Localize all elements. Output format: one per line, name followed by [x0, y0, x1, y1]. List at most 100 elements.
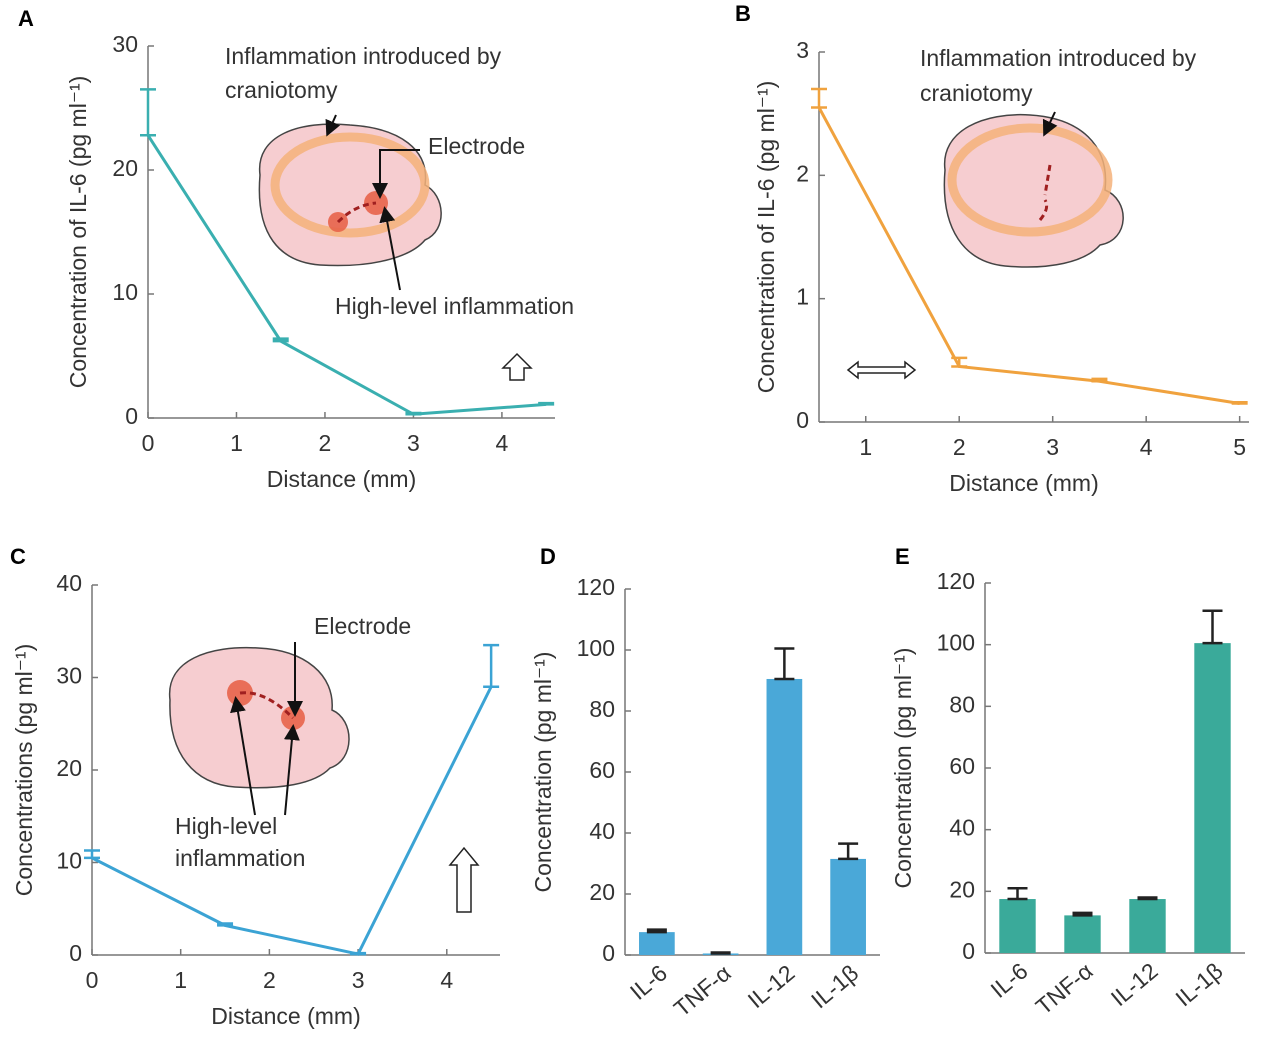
error-bar	[405, 411, 422, 416]
x-tick-label: IL-6	[625, 960, 672, 1005]
annotation: craniotomy	[225, 77, 338, 103]
y-tick-label: 30	[112, 31, 138, 57]
panel-label: E	[895, 544, 910, 569]
x-tick-label: IL-12	[743, 960, 800, 1014]
y-tick-label: 0	[69, 940, 82, 966]
bar	[1064, 915, 1101, 953]
x-tick-label: TNF-α	[1031, 958, 1098, 1020]
error-bar	[838, 842, 859, 861]
y-tick-label: 30	[56, 663, 82, 689]
arrow-icon	[448, 846, 480, 913]
x-tick-label: 2	[319, 430, 332, 456]
x-tick-label: 0	[142, 430, 155, 456]
error-bar	[350, 951, 367, 956]
line	[146, 134, 547, 416]
x-tick-label: 4	[1140, 434, 1153, 460]
y-axis-label: Concentration (pg ml⁻¹)	[530, 652, 556, 893]
error-bar	[1091, 377, 1108, 383]
x-tick-label: IL-12	[1106, 958, 1163, 1012]
line	[817, 106, 1240, 405]
x-axis-label: Distance (mm)	[211, 1003, 361, 1029]
y-tick-label: 80	[949, 691, 975, 717]
error-bar	[1202, 609, 1223, 645]
error-bar	[1007, 887, 1028, 901]
y-axis-label: Concentration of IL-6 (pg ml⁻¹)	[65, 76, 91, 389]
bar	[1194, 643, 1231, 953]
x-tick-label: TNF-α	[669, 960, 736, 1022]
x-tick-label: 3	[407, 430, 420, 456]
y-tick-label: 60	[589, 757, 615, 783]
x-tick-label: 4	[440, 967, 453, 993]
error-bar	[1137, 896, 1158, 901]
y-tick-label: 3	[796, 37, 809, 63]
error-bar	[1072, 911, 1093, 917]
y-tick-label: 1	[796, 284, 809, 310]
panel-label: C	[10, 544, 26, 569]
annotation: craniotomy	[920, 80, 1033, 106]
y-axis-label: Concentrations (pg ml⁻¹)	[11, 644, 37, 896]
y-tick-label: 0	[602, 940, 615, 966]
error-bar	[811, 87, 827, 109]
bar	[999, 899, 1036, 953]
y-tick-label: 0	[125, 403, 138, 429]
y-tick-label: 120	[577, 574, 615, 600]
x-tick-label: IL-6	[986, 958, 1033, 1003]
error-bar	[646, 928, 667, 934]
y-tick-label: 120	[937, 568, 975, 594]
x-tick-label: 3	[1046, 434, 1059, 460]
y-tick-label: 20	[56, 755, 82, 781]
panel-label: B	[735, 1, 751, 26]
error-bar	[217, 922, 234, 927]
y-tick-label: 60	[949, 753, 975, 779]
y-tick-label: 100	[937, 630, 975, 656]
annotation: Electrode	[314, 613, 411, 639]
error-bar	[1231, 401, 1248, 405]
x-tick-label: 2	[263, 967, 276, 993]
y-tick-label: 40	[949, 815, 975, 841]
y-tick-label: 40	[589, 818, 615, 844]
x-tick-label: 3	[352, 967, 365, 993]
annotation: High-level inflammation	[335, 293, 574, 319]
arrow-icon	[501, 352, 533, 381]
bar	[639, 932, 675, 955]
y-axis-label: Concentration (pg ml⁻¹)	[890, 648, 916, 889]
panel-label: A	[18, 6, 34, 31]
x-tick-label: 1	[230, 430, 243, 456]
y-tick-label: 40	[56, 570, 82, 596]
panel-label: D	[540, 544, 556, 569]
x-tick-label: IL-1β	[806, 960, 863, 1014]
x-tick-label: 0	[86, 967, 99, 993]
error-bar	[710, 951, 731, 955]
x-tick-label: 1	[174, 967, 187, 993]
x-tick-label: IL-1β	[1170, 958, 1227, 1012]
error-bar	[774, 647, 795, 681]
annotation: Electrode	[428, 133, 525, 159]
bar	[766, 678, 803, 955]
annotation: inflammation	[175, 845, 305, 871]
x-tick-label: 1	[859, 434, 872, 460]
y-tick-label: 0	[962, 938, 975, 964]
y-tick-label: 10	[112, 279, 138, 305]
y-tick-label: 80	[589, 696, 615, 722]
error-bar	[84, 849, 100, 860]
y-tick-label: 100	[577, 635, 615, 661]
x-axis-label: Distance (mm)	[267, 466, 417, 492]
brain-illustration	[258, 114, 442, 291]
bar	[830, 858, 866, 955]
annotation: Inflammation introduced by	[920, 45, 1197, 71]
y-tick-label: 20	[112, 155, 138, 181]
y-tick-label: 10	[56, 848, 82, 874]
x-tick-label: 2	[953, 434, 966, 460]
y-tick-label: 20	[949, 876, 975, 902]
line	[91, 686, 493, 956]
bar	[1129, 899, 1166, 953]
double-arrow-icon	[846, 360, 917, 380]
y-tick-label: 2	[796, 160, 809, 186]
x-axis-label: Distance (mm)	[949, 470, 1099, 496]
error-bar	[483, 643, 500, 688]
brain-illustration	[943, 111, 1124, 268]
annotation: High-level	[175, 813, 277, 839]
error-bar	[538, 401, 555, 406]
error-bar	[272, 337, 289, 343]
